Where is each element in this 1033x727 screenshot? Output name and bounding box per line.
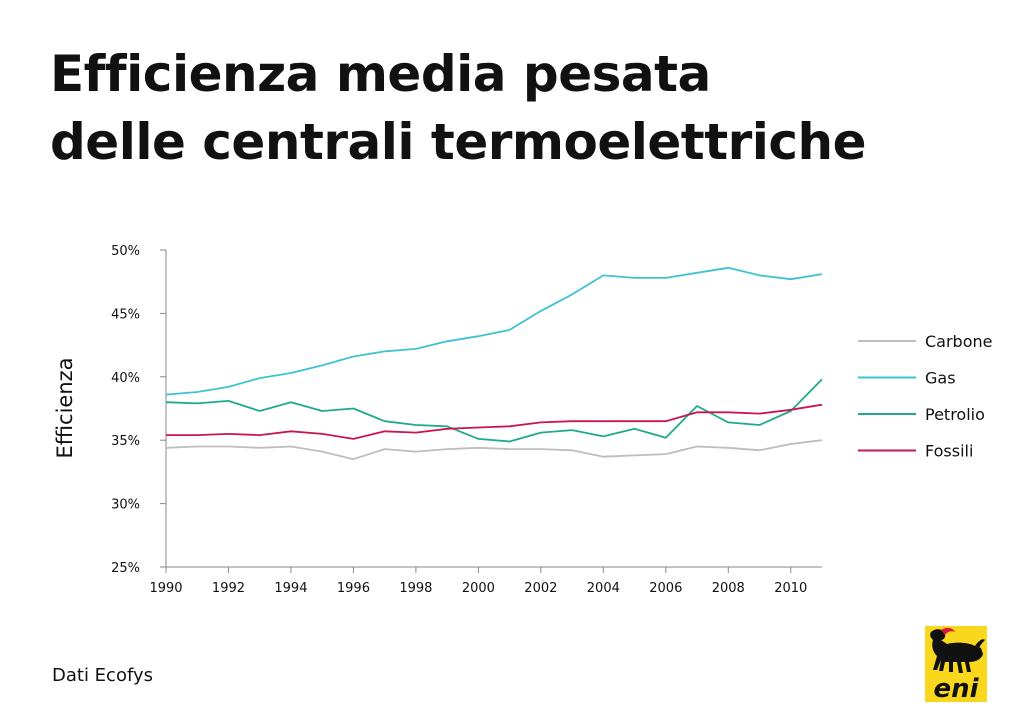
x-tick-label: 1996 — [337, 581, 370, 596]
y-tick-label: 25% — [111, 561, 140, 576]
eni-logo: eni — [925, 626, 987, 702]
legend-item-gas: Gas — [858, 369, 956, 388]
x-tick-label: 1990 — [149, 581, 182, 596]
x-tick-label: 2010 — [774, 581, 807, 596]
x-tick-label: 2002 — [524, 581, 557, 596]
flame-icon — [941, 627, 955, 635]
page-title: Efficienza media pesata delle centrali t… — [50, 40, 867, 176]
legend-label-fossili: Fossili — [925, 442, 973, 461]
x-tick-label: 2000 — [462, 581, 495, 596]
legend-item-fossili: Fossili — [858, 442, 973, 461]
chart-legend: Carbone Gas Petrolio Fossili — [858, 332, 992, 461]
series-line-gas — [165, 266, 823, 396]
x-tick-label: 2004 — [587, 581, 620, 596]
series-line-fossili — [166, 403, 823, 440]
legend-label-petrolio: Petrolio — [925, 405, 985, 424]
series-line-petrolio — [165, 378, 823, 443]
legend-item-petrolio: Petrolio — [858, 405, 985, 424]
x-tick-label: 2008 — [712, 581, 745, 596]
six-legged-dog-icon — [930, 629, 985, 673]
legend-label-carbone: Carbone — [925, 332, 992, 351]
series-line-carbone — [165, 439, 823, 461]
y-tick-label: 50% — [111, 244, 140, 259]
y-tick-label: 45% — [111, 307, 140, 322]
x-tick-label: 1994 — [274, 581, 307, 596]
chart-series-lines — [165, 266, 823, 461]
x-tick-label: 1992 — [212, 581, 245, 596]
legend-label-gas: Gas — [925, 369, 956, 388]
title-line-2: delle centrali termoelettriche — [50, 113, 867, 171]
chart-axes: 25% 30% 35% 40% 45% 50% 1990 1992 1994 1996 1998 20… — [111, 244, 822, 596]
y-tick-label: 30% — [111, 498, 140, 513]
logo-text: eni — [933, 674, 979, 702]
y-tick-label: 35% — [111, 434, 140, 449]
legend-item-carbone: Carbone — [858, 332, 992, 351]
y-axis-title: Efficienza — [53, 357, 77, 458]
source-note: Dati Ecofys — [52, 665, 154, 686]
x-tick-label: 1998 — [399, 581, 432, 596]
y-tick-label: 40% — [111, 371, 140, 386]
title-line-1: Efficienza media pesata — [50, 45, 711, 103]
x-tick-label: 2006 — [649, 581, 682, 596]
